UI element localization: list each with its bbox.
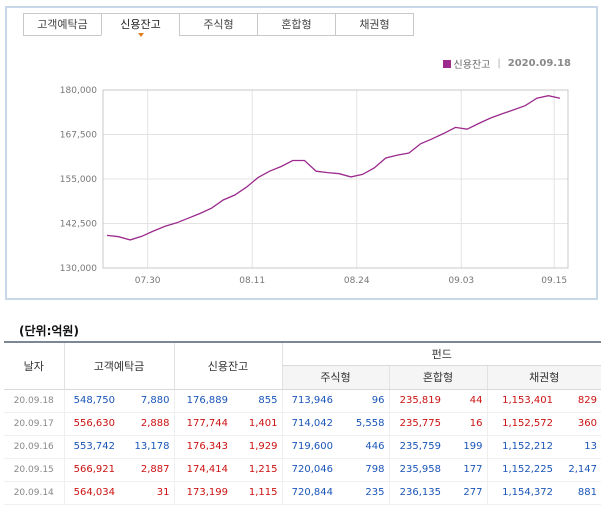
cell-change: 798 xyxy=(337,458,389,482)
cell-change: 5,558 xyxy=(337,412,389,436)
cell-value: 553,742 xyxy=(63,435,119,459)
credit-balance-chart: 130,000 142,500 155,000 167,500 180,000 07.30… xyxy=(60,86,569,286)
y-tick-label: 155,000 xyxy=(60,175,97,185)
table-row: 20.09.15 566,921 2,887 174,414 1,215 720,046 7… xyxy=(4,458,601,482)
cell-change: 235 xyxy=(337,481,389,505)
cell-value: 174,414 xyxy=(173,458,232,482)
x-tick-label: 08.24 xyxy=(344,276,370,286)
cell-change: 2,147 xyxy=(557,458,601,482)
cell-change: 13,178 xyxy=(119,435,174,459)
cell-value: 176,889 xyxy=(173,389,232,413)
cell-change: 446 xyxy=(337,435,389,459)
cell-value: 1,153,401 xyxy=(486,389,557,413)
cell-change: 2,888 xyxy=(119,412,174,436)
cell-value: 548,750 xyxy=(63,389,119,413)
cell-value: 713,946 xyxy=(281,389,337,413)
cell-value: 720,046 xyxy=(281,458,337,482)
cell-change: 13 xyxy=(557,435,601,459)
col-mixed: 혼합형 xyxy=(388,365,487,390)
tab-bar: 고객예탁금 신용잔고 주식형 혼합형 채권형 xyxy=(23,13,414,37)
table-row: 20.09.17 556,630 2,888 177,744 1,401 714,042 5… xyxy=(4,412,601,436)
tab-3[interactable]: 혼합형 xyxy=(257,13,336,36)
cell-value: 556,630 xyxy=(63,412,119,436)
table-row: 20.09.18 548,750 7,880 176,889 855 713,946 96 2… xyxy=(4,389,601,413)
cell-value: 566,921 xyxy=(63,458,119,482)
row-date: 20.09.14 xyxy=(4,481,64,505)
cell-change: 44 xyxy=(445,389,487,413)
plot-area xyxy=(102,89,569,269)
unit-label: (단위:억원) xyxy=(19,324,79,338)
tab-0[interactable]: 고객예탁금 xyxy=(23,13,102,36)
cell-change: 855 xyxy=(232,389,282,413)
cell-value: 720,844 xyxy=(281,481,337,505)
col-deposit: 고객예탁금 xyxy=(63,341,174,390)
cell-change: 1,215 xyxy=(232,458,282,482)
cell-value: 235,819 xyxy=(388,389,445,413)
y-tick-label: 167,500 xyxy=(60,131,97,141)
cell-value: 1,152,572 xyxy=(486,412,557,436)
legend-label: 신용잔고 xyxy=(453,60,491,71)
x-tick-label: 09.15 xyxy=(541,276,567,286)
cell-value: 173,199 xyxy=(173,481,232,505)
cell-change: 360 xyxy=(557,412,601,436)
col-date: 날자 xyxy=(4,341,64,390)
chart-legend: 신용잔고 | 2020.09.18 xyxy=(442,56,571,71)
cell-change: 1,401 xyxy=(232,412,282,436)
table-row: 20.09.14 564,034 31 173,199 1,115 720,844 235 2… xyxy=(4,481,601,505)
y-tick-label: 142,500 xyxy=(60,220,97,230)
chart-panel xyxy=(5,6,598,300)
cell-value: 1,152,225 xyxy=(486,458,557,482)
row-date: 20.09.15 xyxy=(4,458,64,482)
cell-value: 176,343 xyxy=(173,435,232,459)
row-date: 20.09.18 xyxy=(4,389,64,413)
cell-change: 31 xyxy=(119,481,174,505)
cell-value: 235,958 xyxy=(388,458,445,482)
series-line xyxy=(106,95,561,241)
cell-value: 236,135 xyxy=(388,481,445,505)
balance-table: 날자 고객예탁금 신용잔고 펀드 주식형 혼합형 채권형 20.09.18 548… xyxy=(4,341,601,505)
cell-value: 235,759 xyxy=(388,435,445,459)
cell-change: 881 xyxy=(557,481,601,505)
col-fund: 펀드 xyxy=(281,341,601,366)
legend-swatch xyxy=(442,59,451,68)
col-bond: 채권형 xyxy=(486,365,601,390)
col-equity: 주식형 xyxy=(281,365,389,390)
cell-change: 96 xyxy=(337,389,389,413)
tab-2[interactable]: 주식형 xyxy=(179,13,258,36)
row-date: 20.09.17 xyxy=(4,412,64,436)
cell-value: 719,600 xyxy=(281,435,337,459)
y-tick-label: 180,000 xyxy=(60,86,97,96)
col-credit: 신용잔고 xyxy=(173,341,282,390)
cell-change: 2,887 xyxy=(119,458,174,482)
cell-change: 277 xyxy=(445,481,487,505)
cell-value: 235,775 xyxy=(388,412,445,436)
cell-value: 177,744 xyxy=(173,412,232,436)
cell-change: 1,115 xyxy=(232,481,282,505)
cell-change: 829 xyxy=(557,389,601,413)
table-row: 20.09.16 553,742 13,178 176,343 1,929 719,600… xyxy=(4,435,601,459)
cell-value: 1,154,372 xyxy=(486,481,557,505)
cell-change: 16 xyxy=(445,412,487,436)
cell-value: 1,152,212 xyxy=(486,435,557,459)
tab-4[interactable]: 채권형 xyxy=(335,13,414,36)
y-tick-label: 130,000 xyxy=(60,264,97,274)
legend-date: 2020.09.18 xyxy=(507,58,571,69)
cell-change: 1,929 xyxy=(232,435,282,459)
cell-value: 564,034 xyxy=(63,481,119,505)
legend-separator: | xyxy=(497,58,501,69)
x-tick-label: 07.30 xyxy=(135,276,161,286)
cell-value: 714,042 xyxy=(281,412,337,436)
cell-change: 7,880 xyxy=(119,389,174,413)
x-tick-label: 08.11 xyxy=(239,276,265,286)
x-tick-label: 09.03 xyxy=(448,276,474,286)
row-date: 20.09.16 xyxy=(4,435,64,459)
cell-change: 199 xyxy=(445,435,487,459)
cell-change: 177 xyxy=(445,458,487,482)
